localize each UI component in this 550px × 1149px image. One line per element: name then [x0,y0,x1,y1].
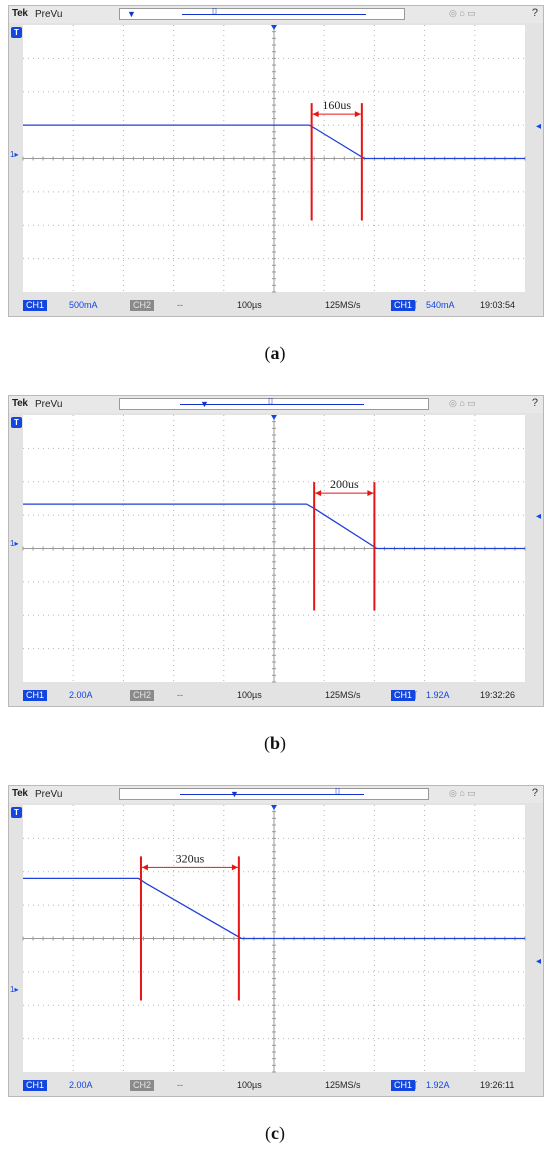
brand-logo: Tek [12,8,28,19]
dimension-arrow-left [141,864,148,871]
trigger-channel-tag[interactable]: CH1 [391,300,416,311]
duration-label: 160us [322,98,351,112]
trigger-level-icon: ◂ [535,121,541,132]
waveform-trace [23,877,525,940]
ch2-tag[interactable]: CH2 [130,1080,155,1091]
trigger-position-icon: T [11,807,22,818]
ch1-ground-marker: 1▸ [10,985,19,994]
brand-logo: Tek [12,398,28,409]
trigger-position-marker [271,415,277,420]
scope-status-bar: CH1 500mA CH2 -- 100µs 125MS/s CH1 ∫ 540… [9,295,543,316]
clock: 19:32:26 [480,690,516,700]
timebase: 100µs [237,1080,262,1090]
record-marker-icon: ▼ [230,789,239,799]
record-view-bar[interactable]: ▼ ⌷ [119,786,429,800]
figure-caption: (c) [265,1123,285,1143]
waveform-trace [23,124,525,160]
waveform-svg: 320us [22,805,526,1073]
sample-rate: 125MS/s [325,300,361,310]
toolbar-icons: ◎ ⌂ ▭ [449,398,476,408]
clock: 19:03:54 [480,300,516,310]
ch1-tag[interactable]: CH1 [23,690,48,701]
trigger-slope-icon: ∫ [414,1080,417,1090]
scope-status-bar: CH1 2.00A CH2 -- 100µs 125MS/s CH1 ∫ 1.9… [9,685,543,706]
toolbar-icons: ◎ ⌂ ▭ [449,8,476,18]
record-view-bar[interactable]: ▼ ⌷ [119,6,405,20]
record-window-line [180,794,364,795]
oscilloscope-screen: Tek PreVu ▼ ⌷ ◎ ⌂ ▭ ? T 200us 1▸ ◂ CH1 2… [8,395,544,707]
record-bracket-icon: ⌷ [335,786,341,796]
ch1-tag[interactable]: CH1 [23,300,48,311]
waveform-svg: 160us [22,25,526,293]
trigger-level: 540mA [426,300,455,310]
record-bracket-icon: ⌷ [268,396,274,406]
ch2-scale: -- [177,300,183,310]
ch1-scale: 500mA [69,300,98,310]
trigger-level-icon: ◂ [535,956,541,967]
trigger-position-marker [271,25,277,30]
toolbar-icons: ◎ ⌂ ▭ [449,788,476,798]
record-window-line [180,404,364,405]
ch1-ground-marker: 1▸ [10,539,19,548]
mode-label: PreVu [35,9,63,20]
dimension-arrow-right [367,490,374,497]
scope-topbar: Tek PreVu ▼ ⌷ ◎ ⌂ ▭ ? [9,396,543,413]
help-icon[interactable]: ? [531,7,538,19]
graticule: 160us [22,25,526,293]
clock: 19:26:11 [480,1080,515,1090]
mode-label: PreVu [35,399,63,410]
waveform-svg: 200us [22,415,526,683]
record-bracket-icon: ⌷ [212,6,218,16]
trigger-level: 1.92A [426,1080,450,1090]
scope-panel-c: Tek PreVu ▼ ⌷ ◎ ⌂ ▭ ? T 320us 1▸ ◂ CH1 2… [0,780,550,1143]
scope-topbar: Tek PreVu ▼ ⌷ ◎ ⌂ ▭ ? [9,786,543,803]
sample-rate: 125MS/s [325,1080,361,1090]
trigger-level-icon: ◂ [535,511,541,522]
duration-label: 200us [330,477,359,491]
oscilloscope-screen: Tek PreVu ▼ ⌷ ◎ ⌂ ▭ ? T 320us 1▸ ◂ CH1 2… [8,785,544,1097]
scope-panel-a: Tek PreVu ▼ ⌷ ◎ ⌂ ▭ ? T 160us 1▸ ◂ CH1 5… [0,0,550,363]
sample-rate: 125MS/s [325,690,361,700]
trigger-position-marker [271,805,277,810]
graticule: 200us [22,415,526,683]
oscilloscope-screen: Tek PreVu ▼ ⌷ ◎ ⌂ ▭ ? T 160us 1▸ ◂ CH1 5… [8,5,544,317]
trigger-channel-tag[interactable]: CH1 [391,1080,416,1091]
help-icon[interactable]: ? [531,397,538,409]
brand-logo: Tek [12,788,28,799]
scope-topbar: Tek PreVu ▼ ⌷ ◎ ⌂ ▭ ? [9,6,543,23]
record-marker-icon: ▼ [200,399,209,409]
ch2-scale: -- [177,690,183,700]
duration-label: 320us [176,851,205,865]
graticule: 320us [22,805,526,1073]
timebase: 100µs [237,690,262,700]
ch1-scale: 2.00A [69,1080,93,1090]
scope-status-bar: CH1 2.00A CH2 -- 100µs 125MS/s CH1 ∫ 1.9… [9,1075,543,1096]
ch2-scale: -- [177,1080,183,1090]
trigger-position-icon: T [11,417,22,428]
ch2-tag[interactable]: CH2 [130,300,155,311]
trigger-channel-tag[interactable]: CH1 [391,690,416,701]
timebase: 100µs [237,300,262,310]
ch1-ground-marker: 1▸ [10,150,19,159]
ch2-tag[interactable]: CH2 [130,690,155,701]
trigger-slope-icon: ∫ [414,690,417,700]
ch1-tag[interactable]: CH1 [23,1080,48,1091]
record-window-line [182,14,366,15]
record-view-bar[interactable]: ▼ ⌷ [119,396,429,410]
dimension-arrow-right [354,111,361,118]
trigger-slope-icon: ∫ [414,300,417,310]
record-marker-icon: ▼ [127,9,136,19]
help-icon[interactable]: ? [531,787,538,799]
dimension-arrow-left [312,111,319,118]
scope-panel-b: Tek PreVu ▼ ⌷ ◎ ⌂ ▭ ? T 200us 1▸ ◂ CH1 2… [0,390,550,753]
dimension-arrow-left [315,490,322,497]
figure-caption: (a) [264,343,286,363]
ch1-scale: 2.00A [69,690,93,700]
trigger-level: 1.92A [426,690,450,700]
mode-label: PreVu [35,789,63,800]
figure-caption: (b) [263,733,286,753]
dimension-arrow-right [231,864,238,871]
trigger-position-icon: T [11,27,22,38]
